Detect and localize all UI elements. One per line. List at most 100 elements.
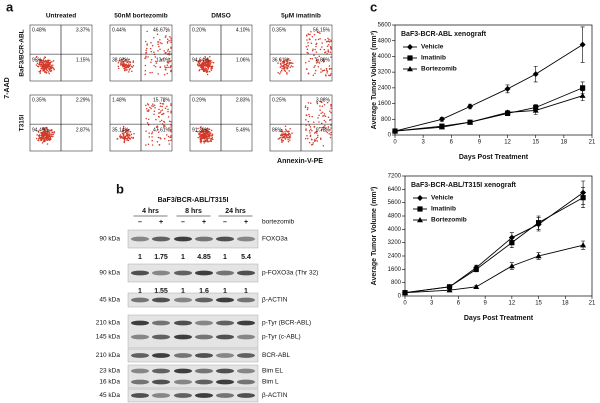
quadrant-value: 0.35% — [272, 27, 287, 33]
event-dot — [123, 140, 126, 143]
event-dot — [306, 39, 308, 41]
event-dot — [170, 37, 172, 39]
event-dot — [43, 61, 45, 64]
event-dot — [46, 139, 48, 141]
event-dot — [288, 130, 290, 133]
event-dot — [279, 73, 281, 75]
event-dot — [52, 133, 55, 136]
event-dot — [209, 63, 212, 65]
data-marker — [535, 220, 542, 226]
event-dot — [48, 130, 50, 132]
data-marker — [532, 71, 539, 78]
quadrant-value: 36.61% — [272, 57, 290, 63]
event-dot — [43, 129, 46, 132]
event-dot — [146, 122, 149, 124]
quadrant-value: 56.15% — [313, 27, 331, 33]
event-dot — [322, 126, 324, 129]
data-marker — [473, 266, 479, 272]
event-dot — [35, 137, 38, 140]
event-dot — [120, 60, 122, 62]
event-dot — [146, 47, 148, 50]
event-dot — [159, 120, 161, 123]
event-dot — [44, 60, 46, 63]
event-dot — [170, 139, 172, 142]
event-dot — [292, 62, 294, 64]
quadrant-value: 38.93% — [112, 57, 130, 63]
event-dot — [37, 139, 39, 142]
event-dot — [204, 140, 207, 143]
event-dot — [44, 130, 46, 133]
legend-marker — [407, 66, 413, 72]
event-dot — [47, 59, 50, 61]
event-dot — [320, 138, 322, 141]
event-dot — [41, 133, 44, 135]
x-tick-label: 18 — [562, 301, 569, 307]
event-dot — [329, 129, 331, 131]
event-dot — [126, 65, 129, 67]
event-dot — [307, 73, 310, 75]
event-dot — [281, 140, 283, 142]
event-dot — [282, 131, 284, 133]
event-dot — [199, 59, 202, 62]
event-dot — [152, 103, 154, 105]
quadrant-value: 2.87% — [76, 127, 91, 133]
event-dot — [196, 63, 199, 65]
event-dot — [35, 55, 38, 58]
event-dot — [289, 134, 292, 136]
event-dot — [43, 67, 46, 70]
event-dot — [122, 61, 124, 63]
flow-plot: 0.29% 2.83% 91.39% 5.49% — [189, 94, 253, 152]
event-dot — [169, 35, 171, 38]
event-dot — [323, 48, 326, 51]
blot-band — [174, 393, 192, 398]
event-dot — [144, 69, 147, 72]
event-dot — [330, 40, 332, 43]
chart-title: BaF3-BCR-ABL/T315I xenograft — [411, 182, 517, 189]
event-dot — [50, 64, 52, 67]
event-dot — [157, 131, 160, 134]
event-dot — [292, 66, 294, 68]
event-dot — [125, 63, 127, 65]
event-dot — [126, 69, 128, 71]
event-dot — [308, 130, 311, 132]
event-dot — [163, 121, 166, 123]
event-dot — [202, 130, 204, 132]
event-dot — [151, 132, 153, 135]
event-dot — [148, 136, 151, 138]
event-dot — [306, 35, 308, 37]
event-dot — [316, 132, 318, 134]
molecular-weight: 210 kDa — [96, 320, 121, 327]
event-dot — [308, 113, 310, 116]
event-dot — [208, 128, 211, 131]
event-dot — [166, 105, 168, 108]
event-dot — [304, 61, 307, 64]
event-dot — [318, 55, 320, 57]
event-dot — [146, 30, 148, 33]
blot-band — [131, 297, 149, 303]
event-dot — [315, 51, 318, 53]
event-dot — [289, 128, 291, 130]
event-dot — [36, 134, 38, 136]
event-dot — [208, 70, 211, 73]
event-dot — [327, 49, 329, 51]
event-dot — [322, 58, 324, 60]
event-dot — [127, 139, 130, 142]
event-dot — [316, 130, 318, 132]
event-dot — [121, 61, 123, 64]
event-dot — [314, 64, 316, 67]
molecular-weight: 16 kDa — [99, 379, 120, 386]
blot-band — [195, 297, 213, 303]
event-dot — [124, 66, 126, 69]
y-tick-label: 3200 — [378, 70, 392, 76]
blot-band — [131, 270, 149, 276]
event-dot — [40, 65, 42, 67]
event-dot — [163, 100, 165, 103]
blot-band — [237, 236, 255, 242]
legend-marker — [417, 195, 423, 201]
x-tick-label: 21 — [589, 140, 596, 146]
event-dot — [328, 74, 330, 76]
blot-band — [152, 334, 170, 340]
event-dot — [197, 127, 199, 130]
blot-band — [237, 368, 255, 374]
treatment-sign: + — [159, 219, 163, 226]
